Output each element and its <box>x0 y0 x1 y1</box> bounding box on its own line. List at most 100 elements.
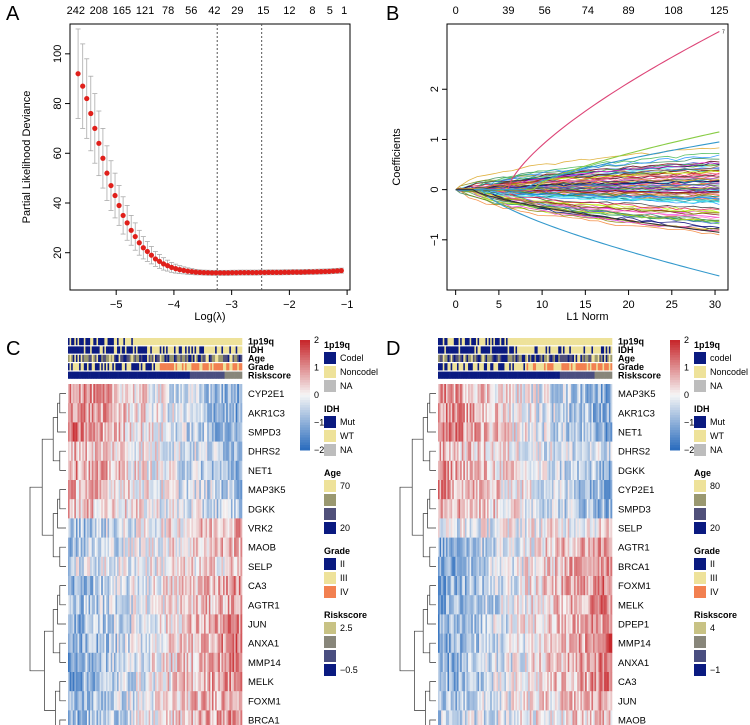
heatmap-cell <box>142 614 145 634</box>
heatmap-cell <box>189 499 192 519</box>
data-point <box>156 258 163 265</box>
heatmap-cell <box>110 441 113 462</box>
heatmap-cell <box>71 403 74 423</box>
heatmap-cell <box>474 518 477 538</box>
heatmap-cell <box>477 576 480 596</box>
annotation-cell <box>99 354 102 362</box>
heatmap-cell <box>80 614 83 634</box>
top-axis-label: 12 <box>283 5 295 17</box>
annotation-cell <box>85 354 88 362</box>
heatmap-cell <box>151 614 154 634</box>
annotation-cell <box>588 354 591 362</box>
annotation-cell <box>136 346 138 354</box>
heatmap-cell <box>181 403 184 423</box>
annotation-cell <box>504 338 507 346</box>
annotation-cell <box>540 371 543 379</box>
heatmap-cell <box>136 710 138 725</box>
heatmap-cell <box>69 480 72 500</box>
heatmap-cell <box>237 691 240 711</box>
heatmap-cell <box>548 441 551 462</box>
annotation-label: 1p19q <box>618 337 644 347</box>
heatmap-cell <box>578 499 581 519</box>
annotation-cell <box>85 346 88 354</box>
heatmap-cell <box>223 422 225 442</box>
annotation-cell <box>588 346 591 354</box>
heatmap-cell <box>208 384 211 404</box>
heatmap-cell <box>75 403 78 423</box>
annotation-cell <box>540 354 543 362</box>
data-point <box>197 269 203 275</box>
heatmap-cell <box>498 384 500 404</box>
annotation-cell <box>586 371 589 379</box>
heatmap-cell <box>137 556 140 577</box>
legend-swatch <box>324 494 336 506</box>
heatmap-cell <box>77 518 80 538</box>
heatmap-cell <box>71 460 74 481</box>
annotation-cell <box>104 354 107 362</box>
annotation-cell <box>238 371 241 379</box>
heatmap-cell <box>556 576 559 596</box>
heatmap-cell <box>109 672 112 692</box>
heatmap-cell <box>572 518 575 538</box>
heatmap-cell <box>113 576 116 596</box>
heatmap-cell <box>218 556 221 577</box>
annotation-cell <box>536 354 538 362</box>
heatmap-cell <box>197 652 200 673</box>
heatmap-cell <box>536 518 538 538</box>
heatmap-cell <box>82 672 85 692</box>
heatmap-cell <box>143 652 146 673</box>
heatmap-cell <box>499 403 502 423</box>
heatmap-cell <box>449 441 451 462</box>
heatmap-cell <box>543 460 546 481</box>
row-label: DHRS2 <box>618 447 650 458</box>
heatmap-cell <box>589 499 592 519</box>
annotation-cell <box>498 371 500 379</box>
heatmap-cell <box>450 518 453 538</box>
heatmap-cell <box>88 633 91 654</box>
heatmap-cell <box>147 422 149 442</box>
heatmap-cell <box>474 460 477 481</box>
heatmap-cell <box>468 537 470 558</box>
heatmap-cell <box>175 518 178 538</box>
heatmap-cell <box>450 595 453 615</box>
heatmap-cell <box>90 441 93 462</box>
heatmap-cell <box>156 460 159 481</box>
heatmap-cell <box>192 384 195 404</box>
data-point <box>140 245 146 251</box>
annotation-cell <box>580 363 583 371</box>
heatmap-cell <box>537 403 540 423</box>
heatmap-cell <box>559 480 562 500</box>
heatmap-cell <box>235 422 238 442</box>
heatmap-cell <box>469 384 472 404</box>
heatmap-cell <box>232 537 235 558</box>
heatmap-cell <box>134 499 137 519</box>
heatmap-cell <box>234 672 236 692</box>
annotation-cell <box>499 371 502 379</box>
annotation-cell <box>148 363 151 371</box>
panel-d-heatmap: 1p19qIDHAgeGradeRiskscoreMAP3K5AKR1C3NET… <box>399 335 748 725</box>
annotation-cell <box>593 363 595 371</box>
heatmap-cell <box>68 576 70 596</box>
heatmap-cell <box>98 633 100 654</box>
heatmap-cell <box>188 441 191 462</box>
heatmap-cell <box>218 595 221 615</box>
heatmap-cell <box>199 460 202 481</box>
heatmap-cell <box>123 422 126 442</box>
heatmap-cell <box>475 441 478 462</box>
heatmap-cell <box>594 403 597 423</box>
heatmap-cell <box>543 422 546 442</box>
heatmap-cell <box>121 537 124 558</box>
heatmap-cell <box>216 480 219 500</box>
heatmap-cell <box>205 518 208 538</box>
heatmap-cell <box>121 576 124 596</box>
annotation-cell <box>597 354 600 362</box>
heatmap-cell <box>556 518 559 538</box>
annotation-cell <box>99 363 102 371</box>
heatmap-cell <box>525 441 527 462</box>
heatmap-cell <box>74 595 77 615</box>
heatmap-cell <box>207 384 210 404</box>
annotation-cell <box>608 363 611 371</box>
heatmap-cell <box>204 499 206 519</box>
heatmap-cell <box>458 403 461 423</box>
heatmap-cell <box>192 633 195 654</box>
